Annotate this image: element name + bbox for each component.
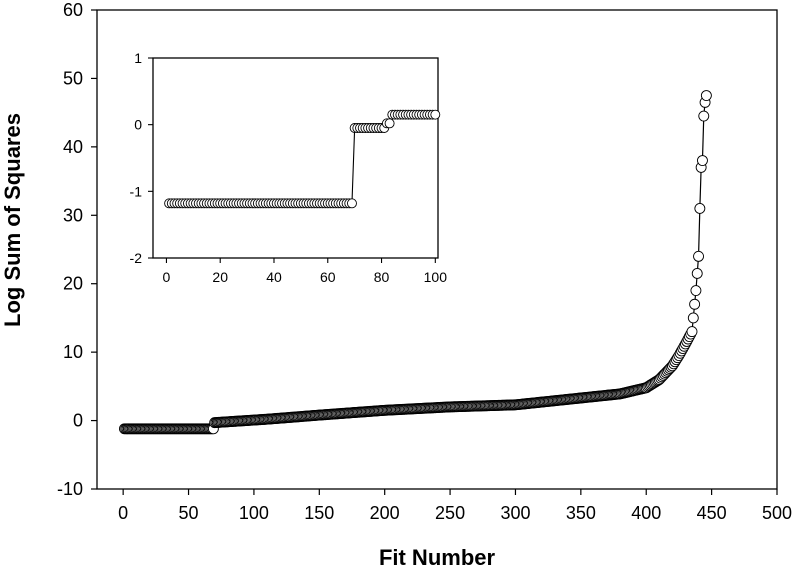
inset-plot-frame [152,57,439,259]
y-tick-label: 40 [63,137,83,157]
inset-x-tick-label: 0 [163,269,171,285]
inset-series-marks [164,109,441,209]
y-tick-label: 60 [63,0,83,20]
main-data-point [687,312,699,324]
x-tick-label: 500 [762,503,792,523]
main-data-point [694,202,706,214]
inset-y-tick-label: -1 [130,183,143,199]
x-axis-title: Fit Number [379,545,496,570]
main-data-point [700,90,712,101]
y-tick-label: 0 [73,411,83,431]
x-tick-label: 450 [697,503,727,523]
inset-x-tick-label: 80 [374,269,390,285]
main-data-point [690,285,702,297]
inset-y-tick-label: 1 [134,50,142,66]
main-data-point [698,110,710,122]
main-plot-frame [96,9,778,490]
inset-ticks: 0 20 40 60 80 100 -2 -1 0 1 [130,50,448,285]
y-tick-label: 30 [63,205,83,225]
y-axis-title: Log Sum of Squares [0,113,25,327]
main-data-point [693,250,704,262]
main-data-point [686,326,698,338]
main-series-marks [119,90,712,435]
x-tick-label: 300 [500,503,530,523]
x-tick-label: 250 [435,503,465,523]
main-data-point [689,298,701,310]
main-data-point [697,155,708,166]
main-data-point [691,268,703,279]
x-tick-label: 400 [631,503,661,523]
inset-data-point [347,198,357,209]
inset-y-tick-label: -2 [130,250,143,266]
y-tick-label: 10 [63,342,83,362]
x-tick-label: 0 [118,503,128,523]
y-tick-label: 20 [63,274,83,294]
y-tick-label: 50 [63,68,83,88]
main-ticks: 0 50 100 150 200 250 300 350 400 450 500-100102030… [57,0,792,523]
inset-data-point [430,109,441,120]
inset-data-point [384,118,395,129]
inset-y-tick-label: 0 [134,117,142,133]
x-tick-label: 200 [370,503,400,523]
x-tick-label: 100 [239,503,269,523]
inset-x-tick-label: 20 [212,269,228,285]
inset-x-tick-label: 60 [320,269,336,285]
y-tick-label: -10 [57,479,83,499]
x-tick-label: 350 [566,503,596,523]
x-tick-label: 150 [304,503,334,523]
x-tick-label: 50 [179,503,199,523]
inset-x-tick-label: 40 [266,269,282,285]
inset-x-tick-label: 100 [424,269,448,285]
